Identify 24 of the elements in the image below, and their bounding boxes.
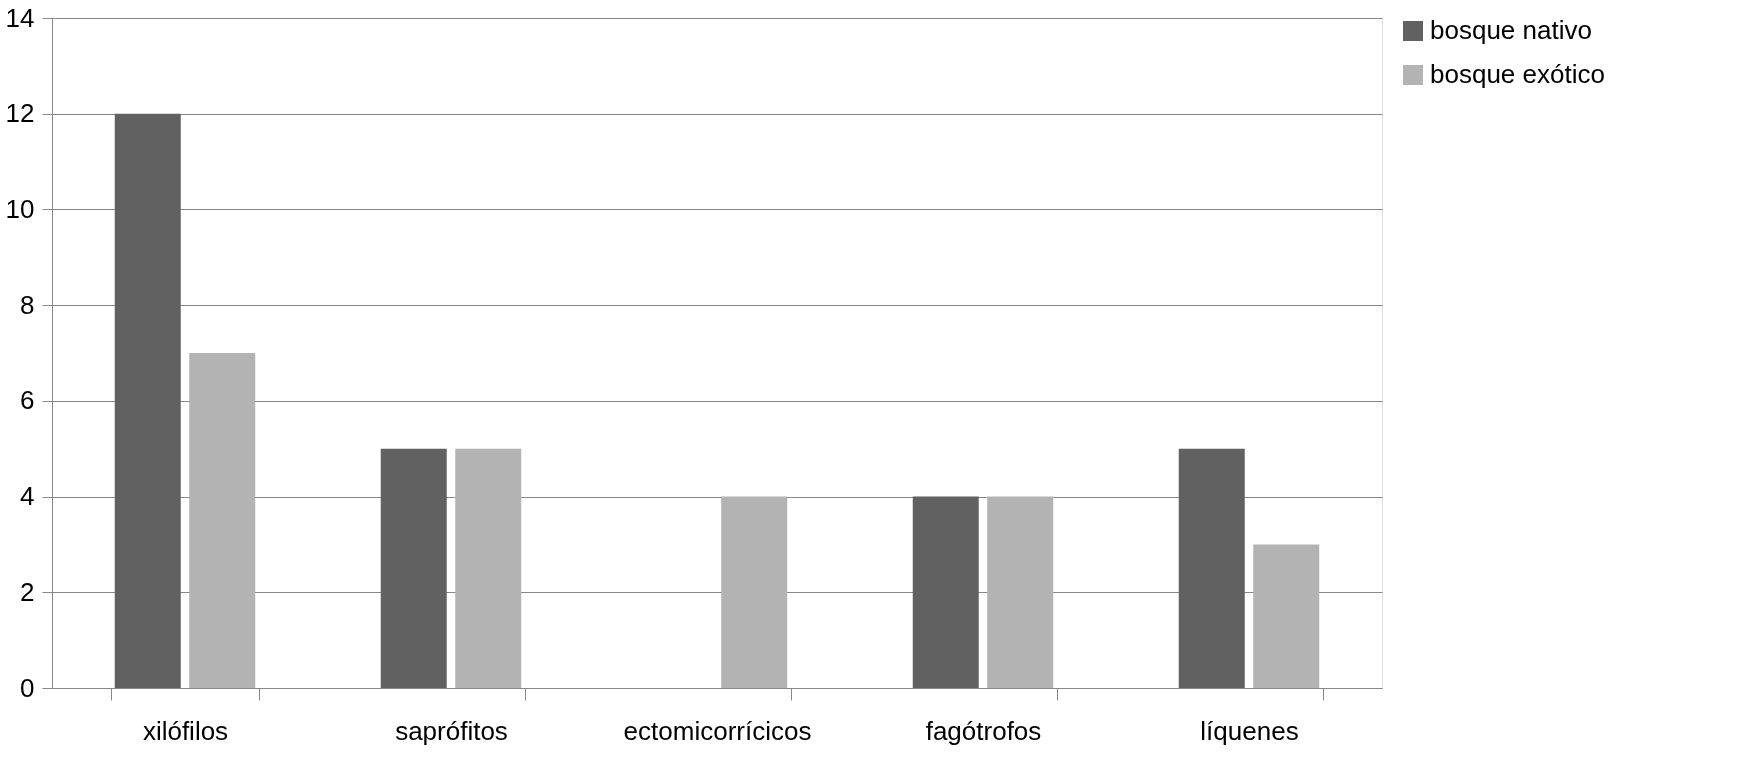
bar <box>455 448 522 688</box>
y-tick-label: 12 <box>5 98 35 129</box>
bar <box>1253 544 1320 688</box>
y-tick-label: 0 <box>20 672 35 703</box>
bar <box>189 353 256 688</box>
bar <box>721 496 788 688</box>
legend-label: bosque nativo <box>1430 15 1592 45</box>
bar <box>380 448 447 688</box>
y-tick-label: 8 <box>20 289 35 320</box>
y-tick-label: 2 <box>20 576 35 607</box>
x-tick-label: xilófilos <box>142 715 229 746</box>
x-tick-label: saprófitos <box>395 715 508 746</box>
y-tick-label: 4 <box>20 481 35 512</box>
x-tick-label: ectomicorrícicos <box>623 715 812 746</box>
legend-label: bosque exótico <box>1430 59 1605 89</box>
bar <box>987 496 1054 688</box>
y-tick-label: 14 <box>5 2 35 33</box>
bar <box>912 496 979 688</box>
y-tick-label: 6 <box>20 385 35 416</box>
y-tick-label: 10 <box>5 193 35 224</box>
x-tick-label: líquenes <box>1200 715 1299 746</box>
bar <box>1178 448 1245 688</box>
bar <box>114 113 181 688</box>
x-tick-label: fagótrofos <box>925 715 1042 746</box>
